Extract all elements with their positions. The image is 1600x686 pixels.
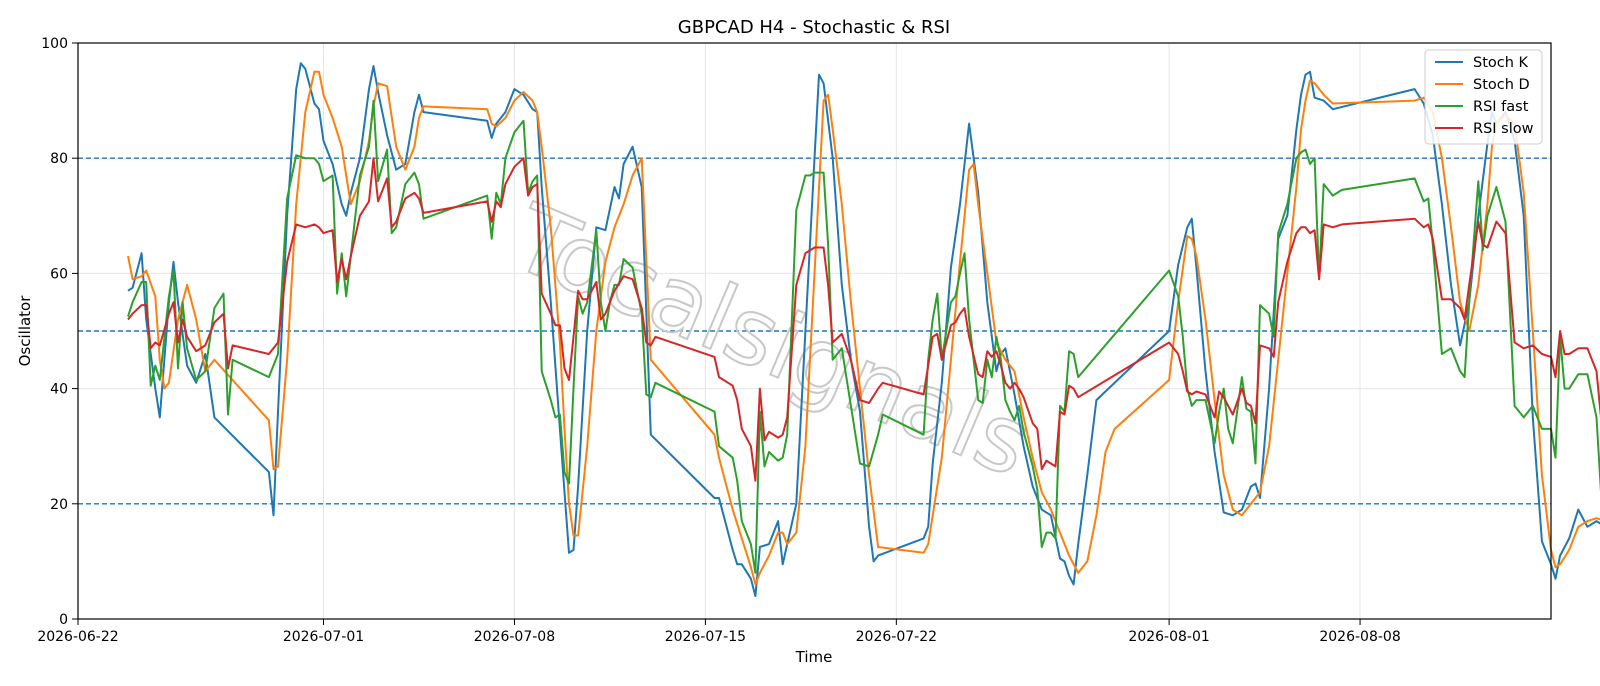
legend-box bbox=[1424, 49, 1543, 145]
y-tick-label: 60 bbox=[50, 266, 68, 282]
x-tick-label: 2026-07-22 bbox=[856, 629, 937, 645]
legend-label-stoch-k: Stoch K bbox=[1473, 55, 1529, 71]
legend-label-rsi-slow: RSI slow bbox=[1473, 121, 1534, 137]
y-tick-label: 40 bbox=[50, 382, 68, 398]
legend-label-rsi-fast: RSI fast bbox=[1473, 99, 1529, 115]
y-tick-label: 80 bbox=[50, 151, 68, 167]
y-tick-label: 20 bbox=[50, 497, 68, 513]
y-axis-title: Oscillator bbox=[16, 295, 34, 367]
y-tick-label: 0 bbox=[59, 612, 68, 628]
x-tick-label: 2026-07-08 bbox=[474, 629, 555, 645]
x-tick-label: 2026-07-01 bbox=[283, 629, 364, 645]
x-axis-title: Time bbox=[795, 648, 833, 666]
plot-frame bbox=[77, 42, 1552, 620]
series-line-rsi-fast bbox=[127, 99, 1600, 574]
y-tick-label: 100 bbox=[41, 36, 68, 52]
x-tick-label: 2026-06-22 bbox=[37, 629, 118, 645]
legend-label-stoch-d: Stoch D bbox=[1473, 77, 1530, 93]
x-tick-label: 2026-08-08 bbox=[1319, 629, 1400, 645]
series-line-rsi-slow bbox=[127, 157, 1600, 482]
legend: Stoch K Stoch D RSI fast RSI slow bbox=[1424, 49, 1543, 145]
x-axis-ticks: 2026-06-22 2026-07-01 2026-07-08 2026-07-15… bbox=[37, 619, 1401, 645]
y-axis-ticks: 0 20 40 60 80 100 bbox=[41, 36, 78, 628]
x-tick-label: 2026-08-01 bbox=[1128, 629, 1209, 645]
chart-title: GBPCAD H4 - Stochastic & RSI bbox=[678, 17, 950, 38]
x-tick-label: 2026-07-15 bbox=[665, 629, 746, 645]
